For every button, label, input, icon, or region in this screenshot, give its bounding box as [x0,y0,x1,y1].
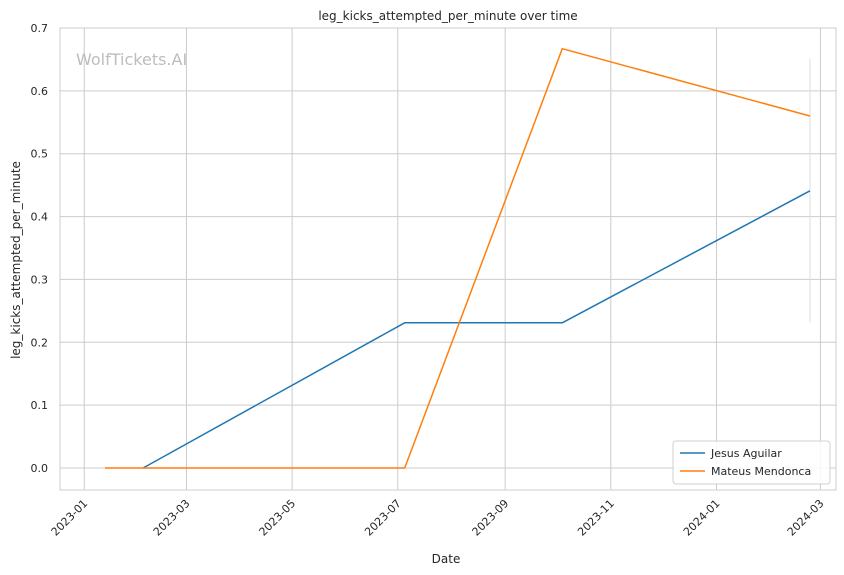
y-tick-label: 0.1 [31,399,49,412]
legend-entry-jesus-aguilar: Jesus Aguilar [710,447,782,460]
watermark-text: WolfTickets.AI [76,50,187,69]
y-axis-ticks: 0.0 0.1 0.2 0.3 0.4 0.5 0.6 0.7 [31,22,49,475]
x-tick-label: 2023-05 [257,497,299,539]
y-tick-label: 0.0 [31,462,49,475]
series-line-mateus-mendonca [105,47,811,469]
x-tick-label: 2023-03 [151,497,193,539]
chart-title: leg_kicks_attempted_per_minute over time [318,9,577,23]
y-tick-label: 0.7 [31,22,49,35]
y-tick-label: 0.6 [31,85,49,98]
x-tick-label: 2023-01 [49,497,91,539]
legend-entry-mateus-mendonca: Mateus Mendonca [711,465,811,478]
series-layer [105,47,811,469]
x-axis-label: Date [432,552,461,566]
y-tick-label: 0.2 [31,336,49,349]
x-tick-label: 2024-01 [681,497,723,539]
series-line-jesus-aguilar [142,190,811,469]
x-axis-ticks: 2023-01 2023-03 2023-05 2023-07 2023-09 2023-… [49,497,827,539]
x-tick-label: 2023-11 [575,497,617,539]
x-tick-label: 2023-09 [470,497,512,539]
plot-area-frame [59,27,837,491]
y-axis-label: leg_kicks_attempted_per_minute [9,161,23,359]
y-tick-label: 0.5 [31,148,49,161]
legend: Jesus Aguilar Mateus Mendonca [672,440,831,485]
grid [60,27,836,490]
y-tick-label: 0.4 [31,211,49,224]
x-tick-label: 2024-03 [785,497,827,539]
x-tick-label: 2023-07 [362,497,404,539]
y-tick-label: 0.3 [31,273,49,286]
legend-box [672,440,831,485]
